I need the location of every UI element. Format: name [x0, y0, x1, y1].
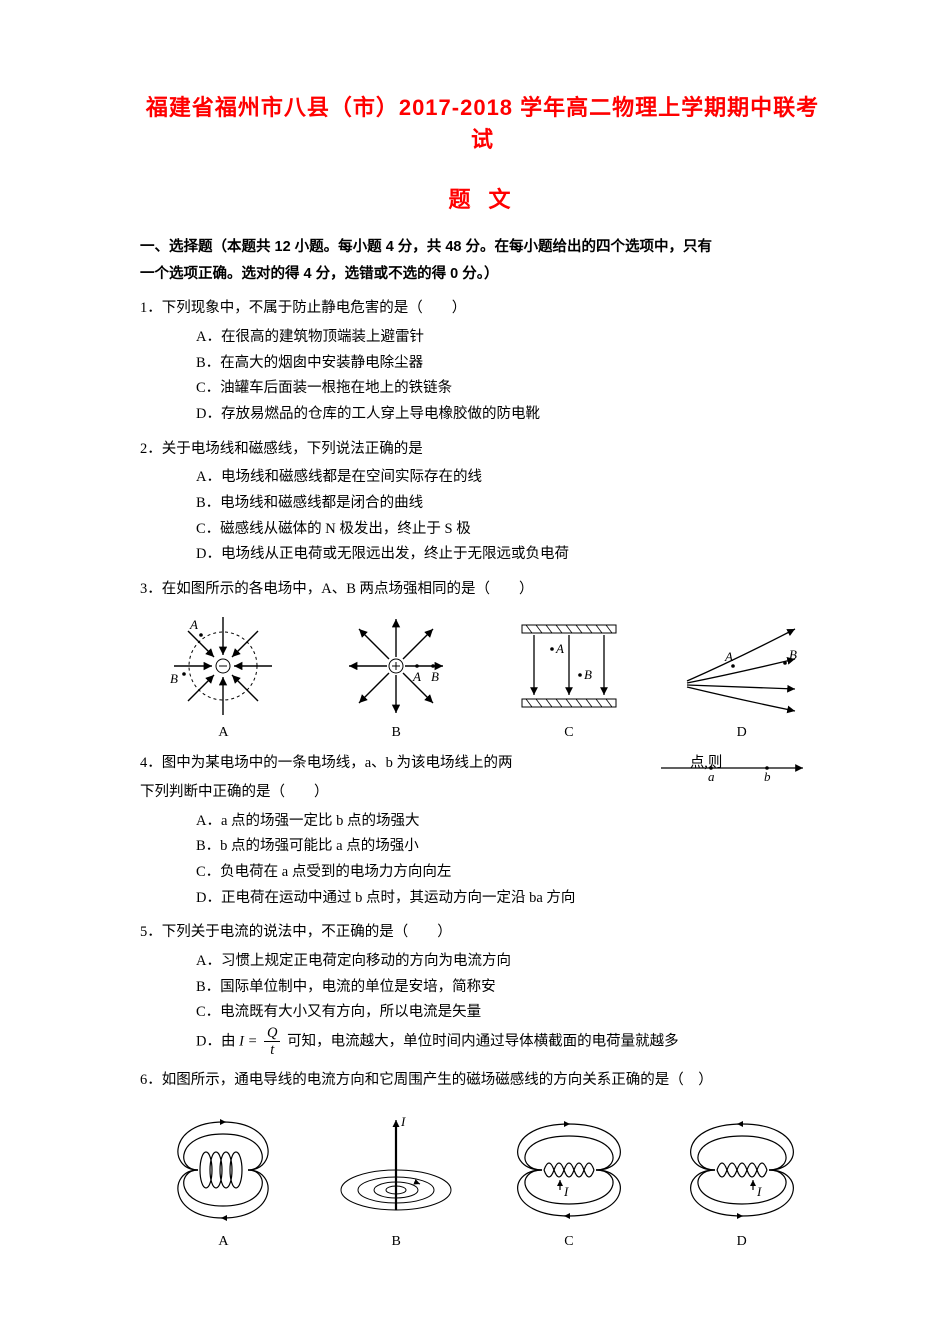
q1-opt-a: A．在很高的建筑物顶端装上避雷针 [196, 325, 825, 350]
q2-stem: 2．关于电场线和磁感线，下列说法正确的是 [140, 437, 825, 462]
svg-text:I: I [756, 1184, 762, 1199]
q6-fig-b: I B [313, 1110, 480, 1250]
q6-stem: 6．如图所示，通电导线的电流方向和它周围产生的磁场磁感线的方向关系正确的是（ ） [140, 1068, 825, 1093]
doc-subtitle: 题 文 [140, 182, 825, 214]
formula-num: Q [264, 1026, 280, 1043]
q3-figures: A B A [140, 611, 825, 741]
q3-label-c: C [486, 725, 653, 741]
q5-opt-a: A．习惯上规定正电荷定向移动的方向为电流方向 [196, 949, 825, 974]
svg-text:B: B [789, 647, 797, 662]
q4-opt-d: D．正电荷在运动中通过 b 点时，其运动方向一定沿 ba 方向 [196, 886, 825, 911]
q3-fig-a-svg: A B [148, 611, 298, 721]
q1-stem: 1．下列现象中，不属于防止静电危害的是（ ） [140, 296, 825, 321]
q5-opt-d: D．由 I = Q t 可知，电流越大，单位时间内通过导体横截面的电荷量就越多 [196, 1026, 825, 1058]
q6-fig-b-svg: I [321, 1110, 471, 1230]
q5-stem: 5．下列关于电流的说法中，不正确的是（ ） [140, 920, 825, 945]
q3-label-d: D [658, 725, 825, 741]
q4-block: 4．图中为某电场中的一条电场线，a、b 为该电场线上的两 点,则 a b [140, 751, 825, 776]
q3-fig-d-svg: A B [667, 611, 817, 721]
q4-stem-pre: 4．图中为某电场中的一条电场线，a、b 为该电场线上的两 [140, 755, 513, 771]
svg-text:A: A [412, 669, 421, 684]
q1-opt-b: B．在高大的烟囱中安装静电除尘器 [196, 351, 825, 376]
q5-options: A．习惯上规定正电荷定向移动的方向为电流方向 B．国际单位制中，电流的单位是安培… [196, 949, 825, 1058]
svg-text:I: I [400, 1114, 406, 1129]
q6-fig-a: A [140, 1110, 307, 1250]
svg-text:B: B [584, 667, 592, 682]
q6-fig-c: I C [486, 1110, 653, 1250]
q5-opt-c: C．电流既有大小又有方向，所以电流是矢量 [196, 1000, 825, 1025]
section-1-head-line2: 一个选项正确。选对的得 4 分，选错或不选的得 0 分。） [140, 263, 825, 286]
q6-fig-d-svg: I [667, 1110, 817, 1230]
q6-label-a: A [140, 1234, 307, 1250]
svg-text:A: A [555, 641, 564, 656]
svg-text:b: b [764, 769, 771, 783]
q3-label-a: A [140, 725, 307, 741]
q4-opt-a: A．a 点的场强一定比 b 点的场强大 [196, 809, 825, 834]
q2-options: A．电场线和磁感线都是在空间实际存在的线 B．电场线和磁感线都是闭合的曲线 C．… [196, 465, 825, 567]
q3-fig-d: A B D [658, 611, 825, 741]
q6-fig-c-svg: I [494, 1110, 644, 1230]
q4-opt-b: B．b 点的场强可能比 a 点的场强小 [196, 834, 825, 859]
q1-options: A．在很高的建筑物顶端装上避雷针 B．在高大的烟囱中安装静电除尘器 C．油罐车后… [196, 325, 825, 427]
q1-opt-c: C．油罐车后面装一根拖在地上的铁链条 [196, 376, 825, 401]
svg-text:B: B [170, 671, 178, 686]
q5-opt-b: B．国际单位制中，电流的单位是安培，简称安 [196, 975, 825, 1000]
q4-inline-figure: a b [655, 753, 815, 788]
q5-opt-d-pre: D．由 [196, 1033, 235, 1049]
q3-stem: 3．在如图所示的各电场中，A、B 两点场强相同的是（ ） [140, 577, 825, 602]
svg-text:a: a [708, 769, 715, 783]
q4-options: A．a 点的场强一定比 b 点的场强大 B．b 点的场强可能比 a 点的场强小 … [196, 809, 825, 911]
q3-fig-c: A B C [486, 611, 653, 741]
section-1-head-line1: 一、选择题（本题共 12 小题。每小题 4 分，共 48 分。在每小题给出的四个… [140, 236, 825, 259]
svg-text:A: A [724, 649, 733, 664]
q3-fig-c-svg: A B [494, 611, 644, 721]
q6-fig-a-svg [148, 1110, 298, 1230]
q6-label-d: D [658, 1234, 825, 1250]
q3-label-b: B [313, 725, 480, 741]
svg-text:A: A [189, 617, 198, 632]
q3-fig-b-svg: A B [321, 611, 471, 721]
q4-opt-c: C．负电荷在 a 点受到的电场力方向向左 [196, 860, 825, 885]
formula-lhs: I = [239, 1033, 257, 1049]
q2-opt-b: B．电场线和磁感线都是闭合的曲线 [196, 491, 825, 516]
q6-figures: A I B [140, 1110, 825, 1250]
q2-opt-d: D．电场线从正电荷或无限远出发，终止于无限远或负电荷 [196, 542, 825, 567]
q2-opt-c: C．磁感线从磁体的 N 极发出，终止于 S 极 [196, 517, 825, 542]
q6-label-b: B [313, 1234, 480, 1250]
q2-opt-a: A．电场线和磁感线都是在空间实际存在的线 [196, 465, 825, 490]
svg-text:B: B [431, 669, 439, 684]
q5-opt-d-mid: 可知，电流越大，单位时间内通过导体横截面的电荷量就越多 [287, 1033, 679, 1049]
q3-fig-b: A B B [313, 611, 480, 741]
formula-den: t [264, 1042, 280, 1058]
q6-fig-d: I D [658, 1110, 825, 1250]
formula-frac: Q t [264, 1026, 280, 1058]
doc-title: 福建省福州市八县（市）2017-2018 学年高二物理上学期期中联考试 [140, 90, 825, 154]
q1-opt-d: D．存放易燃品的仓库的工人穿上导电橡胶做的防电靴 [196, 402, 825, 427]
q6-label-c: C [486, 1234, 653, 1250]
q3-fig-a: A B A [140, 611, 307, 741]
svg-text:I: I [563, 1184, 569, 1199]
